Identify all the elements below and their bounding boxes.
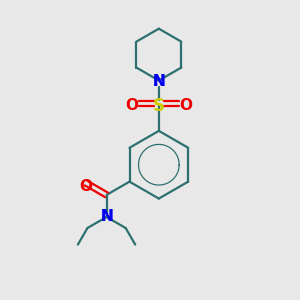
Text: S: S — [153, 97, 165, 115]
Text: O: O — [125, 98, 138, 113]
Text: N: N — [100, 209, 113, 224]
Text: N: N — [152, 74, 165, 89]
Text: N: N — [152, 74, 165, 89]
Text: N: N — [100, 209, 113, 224]
Text: O: O — [80, 179, 93, 194]
Text: O: O — [179, 98, 192, 113]
